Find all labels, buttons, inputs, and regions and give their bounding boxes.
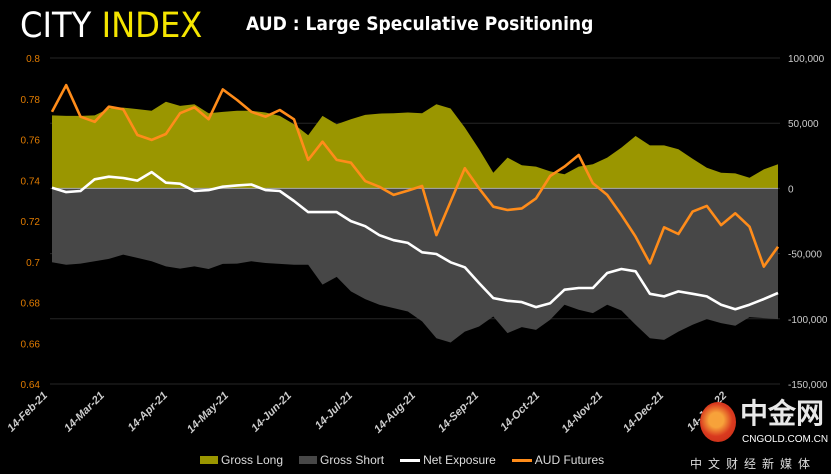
right-axis-tick-label: -150,000 (788, 380, 828, 391)
chart-title: AUD : Large Speculative Positioning (246, 13, 594, 35)
left-axis-tick-label: 0.66 (21, 339, 41, 350)
legend-swatch (200, 456, 218, 464)
legend-gross-long: Gross Long (200, 453, 283, 467)
cngold-logo-icon (700, 402, 736, 442)
legend-swatch (511, 458, 532, 462)
left-axis-tick-label: 0.68 (21, 299, 41, 310)
area-gross-long (52, 101, 778, 189)
x-axis-tick-label: 14-May-21 (185, 390, 231, 436)
x-axis-tick-label: 14-Apr-21 (126, 390, 170, 434)
legend: Gross Long Gross Short Net Exposure AUD … (200, 453, 620, 467)
legend-swatch (400, 458, 421, 462)
watermark-domain: CNGOLD.COM.CN (742, 434, 829, 445)
line-aud-futures (50, 83, 780, 268)
x-axis-tick-label: 14-Jul-21 (313, 390, 355, 432)
left-axis-tick-label: 0.74 (21, 176, 41, 187)
x-axis-tick-label: 14-Feb-21 (5, 390, 50, 435)
left-axis-tick-label: 0.76 (21, 136, 41, 147)
legend-net-exposure: Net Exposure (400, 453, 496, 467)
x-axis-tick-label: 14-Jun-21 (249, 390, 294, 435)
area-gross-short (52, 188, 778, 343)
x-axis-tick-label: 14-Dec-21 (621, 390, 666, 435)
left-axis-tick-label: 0.78 (21, 95, 41, 106)
x-axis-tick-label: 14-Nov-21 (560, 390, 606, 436)
left-axis-tick-label: 0.8 (26, 54, 40, 65)
x-axis-tick-label: 14-Oct-21 (498, 390, 542, 434)
city-index-logo: CITY INDEX (20, 6, 203, 46)
legend-gross-short: Gross Short (299, 453, 384, 467)
right-axis-tick-label: 50,000 (788, 119, 819, 130)
left-axis-tick-label: 0.64 (21, 380, 41, 391)
left-axis-tick-label: 0.72 (21, 217, 41, 228)
right-axis-tick-label: -100,000 (788, 315, 828, 326)
left-axis-tick-label: 0.7 (26, 258, 40, 269)
x-axis-tick-label: 14-Sep-21 (436, 390, 481, 435)
right-axis-tick-label: 0 (788, 184, 794, 195)
x-axis-tick-label: 14-Aug-21 (372, 390, 418, 436)
watermark-name: 中金网 (740, 397, 825, 430)
x-axis-tick-label: 14-Mar-21 (62, 390, 107, 435)
legend-aud-futures: AUD Futures (511, 453, 604, 467)
watermark-tagline: 中文财经新媒体 (690, 457, 817, 471)
legend-swatch (299, 456, 318, 464)
right-axis-tick-label: -50,000 (788, 250, 822, 261)
right-axis-tick-label: 100,000 (788, 54, 825, 65)
line-net-exposure (51, 170, 779, 311)
